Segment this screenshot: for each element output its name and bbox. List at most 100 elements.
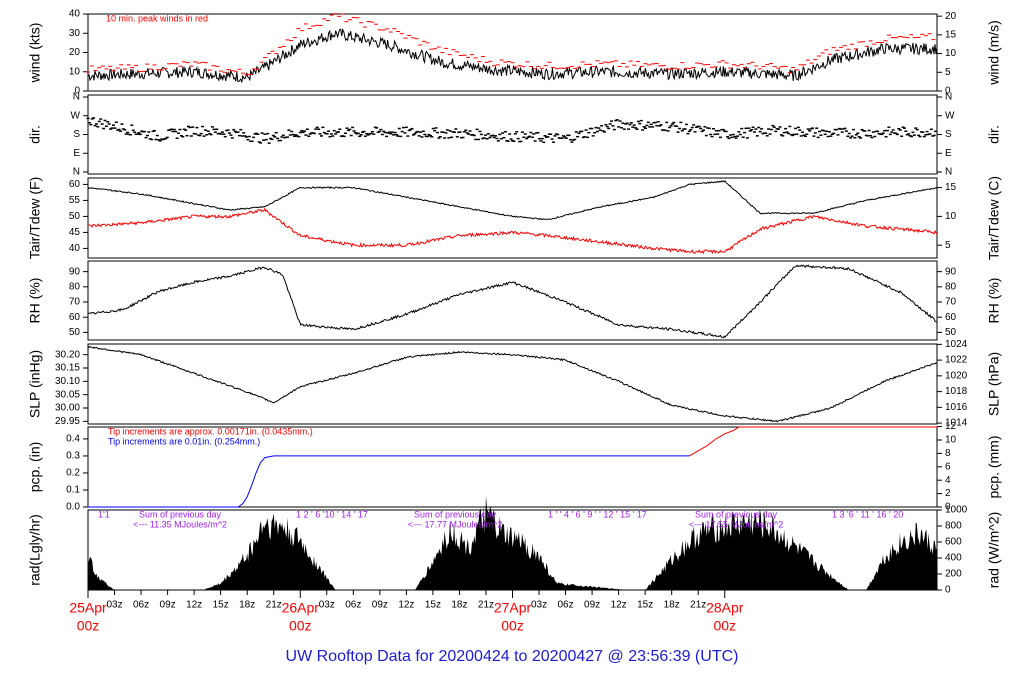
- ylabel-right-wind: wind (m/s): [986, 20, 1002, 86]
- ytick-label-left-slp: 30.20: [55, 349, 80, 360]
- x-tick-label: 18z: [239, 600, 255, 611]
- ytick-label-left-temp: 60: [69, 179, 81, 190]
- ytick-label-right-pcp: 10: [945, 435, 957, 446]
- ytick-label-right-slp: 1016: [945, 402, 968, 413]
- day-time-label: 00z: [77, 618, 100, 634]
- x-tick-label: 06z: [558, 600, 574, 611]
- ytick-label-left-temp: 40: [69, 243, 81, 254]
- radiation-hour-labels: 1'1: [98, 509, 110, 519]
- day-time-label: 00z: [501, 618, 524, 634]
- radiation-sum-title: Sum of previous day: [414, 509, 497, 519]
- radiation-hour-labels: 1 3 '6 ' 11 ' 16 ' 20: [832, 509, 903, 519]
- ytick-label-left-dir: W: [71, 110, 81, 121]
- x-tick-label: 03z: [319, 600, 335, 611]
- ylabel-left-rh: RH (%): [27, 278, 43, 324]
- x-tick-label: 06z: [133, 600, 149, 611]
- ylabel-left-pcp: pcp. (in): [27, 442, 43, 493]
- ytick-label-left-slp: 30.00: [55, 403, 80, 414]
- sea-level-pressure-line: [87, 345, 938, 423]
- ytick-label-right-wind: 0: [945, 86, 951, 97]
- ytick-label-right-slp: 1022: [945, 355, 968, 366]
- ytick-label-right-slp: 1014: [945, 418, 968, 429]
- ylabel-left-slp: SLP (inHg): [27, 350, 43, 418]
- ytick-label-right-rad: 400: [945, 553, 962, 564]
- ytick-label-left-slp: 30.10: [55, 376, 80, 387]
- ytick-label-right-temp: 10: [945, 211, 957, 222]
- ylabel-right-dir: dir.: [986, 125, 1002, 144]
- ylabel-right-temp: Tair/Tdew (C): [986, 176, 1002, 260]
- ytick-label-right-temp: 5: [945, 240, 951, 251]
- solar-radiation-area: [88, 495, 937, 590]
- ytick-label-left-rh: 60: [69, 312, 81, 323]
- ylabel-left-rad: rad(Lgly/hr): [27, 514, 43, 586]
- ytick-label-left-rh: 70: [69, 297, 81, 308]
- ytick-label-left-pcp: 0.3: [66, 451, 80, 462]
- ytick-label-left-pcp: 0.4: [66, 434, 80, 445]
- ytick-label-left-wind: 10: [69, 66, 81, 77]
- ytick-label-right-wind: 15: [945, 30, 957, 41]
- ytick-label-right-pcp: 4: [945, 475, 951, 486]
- radiation-sum-value: <--- 11.35 MJoules/m^2: [133, 519, 227, 529]
- ytick-label-right-wind: 10: [945, 48, 957, 59]
- ytick-label-right-pcp: 0: [945, 502, 951, 513]
- ytick-label-left-wind: 0: [74, 86, 80, 97]
- precipitation-line-1: [689, 426, 937, 457]
- ytick-label-left-slp: 30.05: [55, 389, 80, 400]
- panel-frame-wind: [87, 13, 938, 92]
- ytick-label-right-dir: E: [945, 148, 952, 159]
- x-tick-label: 12z: [398, 600, 414, 611]
- x-tick-label: 12z: [611, 600, 627, 611]
- ytick-label-left-pcp: 0.0: [66, 502, 80, 513]
- ytick-label-left-wind: 30: [69, 28, 81, 39]
- ytick-label-left-dir: N: [73, 167, 80, 178]
- ytick-label-left-pcp: 0.1: [66, 485, 80, 496]
- ytick-label-right-dir: W: [945, 110, 955, 121]
- x-tick-label: 09z: [372, 600, 388, 611]
- radiation-sum-title: Sum of previous day: [695, 509, 778, 519]
- ytick-label-right-dir: N: [945, 167, 952, 178]
- day-date-label: 26Apr: [282, 600, 320, 616]
- day-date-label: 27Apr: [494, 600, 532, 616]
- ytick-label-left-pcp: 0.2: [66, 468, 80, 479]
- ytick-label-left-dir: S: [73, 129, 80, 140]
- panel-frame-rh: [87, 260, 938, 341]
- wind-annotation: 10 min. peak winds in red: [106, 13, 208, 23]
- ylabel-left-temp: Tair/Tdew (F): [27, 177, 43, 259]
- ytick-label-left-rh: 90: [69, 266, 81, 277]
- ytick-label-right-rh: 80: [945, 281, 957, 292]
- x-tick-label: 09z: [584, 600, 600, 611]
- ytick-label-right-slp: 1024: [945, 339, 968, 350]
- x-tick-label: 15z: [213, 600, 229, 611]
- ytick-label-left-wind: 20: [69, 47, 81, 58]
- precipitation-line-0: [88, 455, 690, 508]
- ytick-label-left-wind: 40: [69, 9, 81, 20]
- pcp-note-red: Tip increments are approx. 0.00171in. (0…: [108, 426, 313, 436]
- x-tick-label: 15z: [425, 600, 441, 611]
- ytick-label-left-slp: 29.95: [55, 416, 80, 427]
- dewpoint-line: [88, 207, 938, 255]
- ytick-label-left-slp: 30.15: [55, 363, 80, 374]
- ytick-label-left-dir: E: [73, 148, 80, 159]
- ytick-label-left-temp: 45: [69, 227, 81, 238]
- ytick-label-left-temp: 55: [69, 195, 81, 206]
- x-tick-label: 03z: [531, 600, 547, 611]
- x-tick-label: 21z: [266, 600, 282, 611]
- ytick-label-right-pcp: 8: [945, 448, 951, 459]
- ytick-label-right-rh: 50: [945, 327, 957, 338]
- chart-caption: UW Rooftop Data for 20200424 to 20200427…: [285, 648, 739, 665]
- wind-speed-line: [87, 28, 938, 83]
- ytick-label-right-slp: 1018: [945, 386, 968, 397]
- ylabel-right-slp: SLP (hPa): [986, 352, 1002, 416]
- pcp-note-blue: Tip increments are 0.01in. (0.254mm.): [108, 436, 260, 446]
- x-tick-label: 03z: [106, 600, 122, 611]
- radiation-sum-value: <--- 17.55 MJoules/m^2: [689, 519, 784, 529]
- ylabel-right-pcp: pcp. (mm): [986, 436, 1002, 499]
- ytick-label-right-rad: 800: [945, 521, 962, 532]
- ytick-label-right-rad: 1000: [945, 505, 968, 516]
- ytick-label-left-rh: 80: [69, 281, 81, 292]
- panel-frame-dir: [87, 94, 938, 175]
- day-time-label: 00z: [289, 618, 312, 634]
- ytick-label-right-rad: 600: [945, 537, 962, 548]
- relative-humidity-line: [88, 264, 938, 339]
- x-tick-label: 09z: [160, 600, 176, 611]
